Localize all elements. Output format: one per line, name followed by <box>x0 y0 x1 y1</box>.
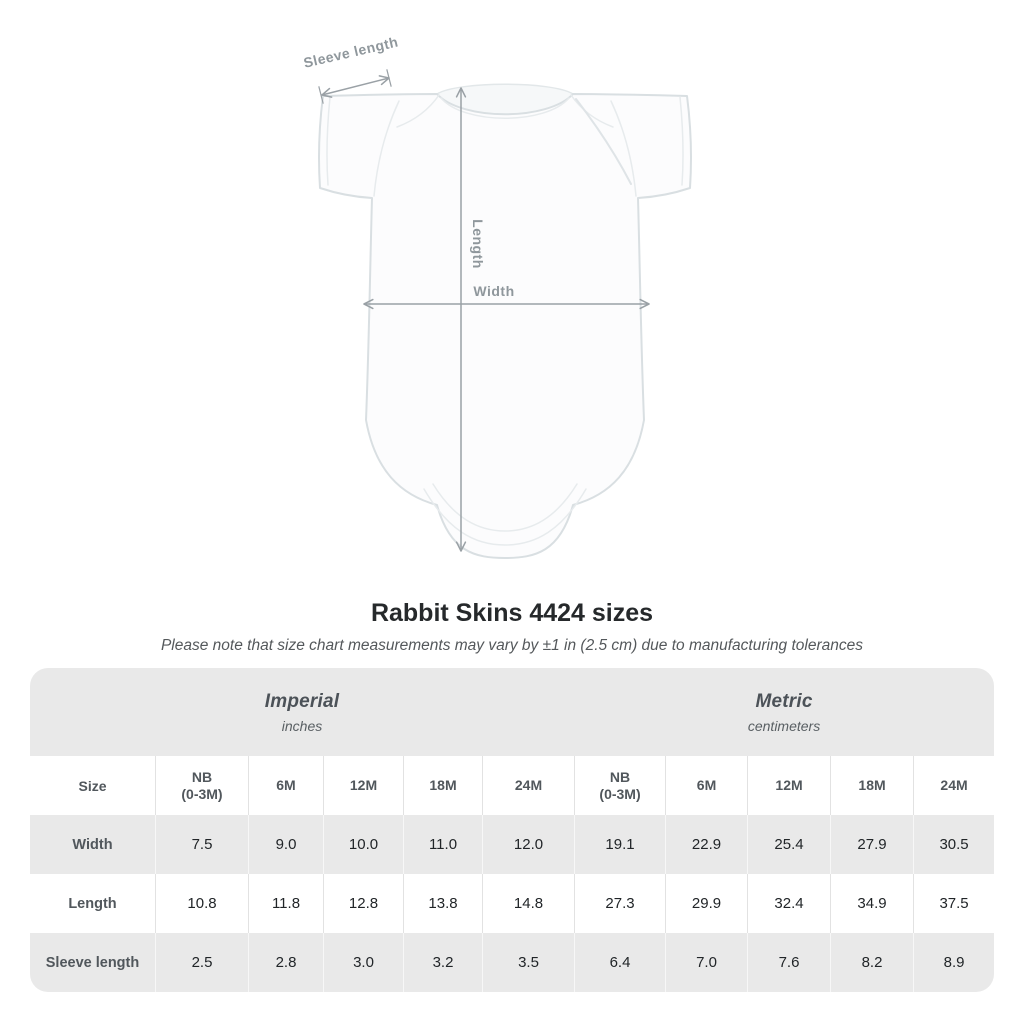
width-metric-24m: 30.5 <box>913 815 995 874</box>
metric-unit-label: centimeters <box>747 717 821 734</box>
row-label-length: Length <box>30 874 155 933</box>
sleeve-metric-12m: 7.6 <box>747 933 831 992</box>
right-lap-shoulder-seam <box>570 94 614 128</box>
col-header-metric-24m: 24M <box>913 756 995 815</box>
sleeve-imperial-nb: 2.5 <box>155 933 248 992</box>
left-lap-shoulder-seam <box>396 94 440 128</box>
width-imperial-24m: 12.0 <box>482 815 575 874</box>
length-metric-6m: 29.9 <box>665 874 748 933</box>
crotch-flap-inner-seam <box>432 483 578 532</box>
col-header-imperial-nb: NB (0-3M) <box>155 756 248 815</box>
col-header-metric-12m: 12M <box>747 756 831 815</box>
right-sleeve-seam <box>610 100 637 197</box>
sleeve-imperial-18m: 3.2 <box>403 933 482 992</box>
length-metric-12m: 32.4 <box>747 874 831 933</box>
sleeve-metric-24m: 8.9 <box>913 933 995 992</box>
caption: Rabbit Skins 4424 sizes Please note that… <box>0 598 1024 655</box>
imperial-group-header: Imperial inches <box>30 668 575 756</box>
length-imperial-6m: 11.8 <box>248 874 323 933</box>
col-header-imperial-6m: 6M <box>248 756 323 815</box>
width-label: Width <box>473 283 514 299</box>
col-header-metric-18m: 18M <box>830 756 914 815</box>
width-imperial-18m: 11.0 <box>403 815 482 874</box>
right-flap-shadow <box>575 98 632 185</box>
size-table: Imperial inches Metric centimeters Size … <box>30 668 995 992</box>
width-row: Width 7.5 9.0 10.0 11.0 12.0 19.1 22.9 2… <box>30 815 995 874</box>
sleeve-imperial-6m: 2.8 <box>248 933 323 992</box>
sleeve-imperial-24m: 3.5 <box>482 933 575 992</box>
page-title: Rabbit Skins 4424 sizes <box>370 599 654 627</box>
sleeve-metric-18m: 8.2 <box>830 933 914 992</box>
imperial-label: Imperial <box>264 690 340 712</box>
size-chart: Imperial inches Metric centimeters Size … <box>30 668 995 992</box>
size-diagram-figure: Sleeve length Length Width <box>302 33 692 559</box>
neckline-binding-seam <box>440 97 570 119</box>
width-metric-nb: 19.1 <box>574 815 666 874</box>
row-label-sleeve-length: Sleeve length <box>30 933 155 992</box>
col-header-metric-6m: 6M <box>665 756 748 815</box>
col-header-imperial-24m: 24M <box>482 756 575 815</box>
col-header-imperial-12m: 12M <box>323 756 403 815</box>
width-imperial-6m: 9.0 <box>248 815 323 874</box>
unit-band-row: Imperial inches Metric centimeters <box>30 668 995 756</box>
left-sleeve-seam <box>373 100 400 197</box>
sleeve-metric-nb: 6.4 <box>574 933 666 992</box>
width-imperial-12m: 10.0 <box>323 815 403 874</box>
right-cuff-seam <box>679 96 684 186</box>
length-imperial-nb: 10.8 <box>155 874 248 933</box>
sleeve-arrow-tick-left <box>318 86 324 104</box>
width-imperial-nb: 7.5 <box>155 815 248 874</box>
sleeve-length-arrow <box>321 75 390 98</box>
length-metric-nb: 27.3 <box>574 874 666 933</box>
tolerance-note: Please note that size chart measurements… <box>160 637 864 654</box>
left-cuff-seam <box>326 96 331 186</box>
sleeve-length-row: Sleeve length 2.5 2.8 3.0 3.2 3.5 6.4 7.… <box>30 933 995 992</box>
length-imperial-18m: 13.8 <box>403 874 482 933</box>
column-header-row: Size NB (0-3M) 6M 12M 18M 24M NB (0-3M) <box>30 756 995 815</box>
onesie-illustration <box>318 83 692 559</box>
col-header-metric-nb: NB (0-3M) <box>574 756 666 815</box>
width-metric-6m: 22.9 <box>665 815 748 874</box>
width-metric-12m: 25.4 <box>747 815 831 874</box>
onesie-seams <box>326 94 684 546</box>
dimension-arrows <box>318 69 650 552</box>
row-label-width: Width <box>30 815 155 874</box>
length-imperial-24m: 14.8 <box>482 874 575 933</box>
col-header-imperial-18m: 18M <box>403 756 482 815</box>
crotch-flap-outer-seam <box>423 488 587 546</box>
width-metric-18m: 27.9 <box>830 815 914 874</box>
onesie-body <box>318 93 692 559</box>
length-imperial-12m: 12.8 <box>323 874 403 933</box>
sleeve-arrow-tick-right <box>386 69 392 87</box>
onesie-size-diagram: Sleeve length Length Width <box>302 33 692 559</box>
metric-label: Metric <box>755 690 813 712</box>
sleeve-length-label: Sleeve length <box>302 33 400 70</box>
length-metric-24m: 37.5 <box>913 874 995 933</box>
sleeve-metric-6m: 7.0 <box>665 933 748 992</box>
sleeve-imperial-12m: 3.0 <box>323 933 403 992</box>
imperial-unit-label: inches <box>281 717 323 734</box>
length-row: Length 10.8 11.8 12.8 13.8 14.8 27.3 29.… <box>30 874 995 933</box>
metric-group-header: Metric centimeters <box>574 668 995 756</box>
size-header: Size <box>30 756 155 815</box>
length-label: Length <box>470 219 486 269</box>
length-metric-18m: 34.9 <box>830 874 914 933</box>
